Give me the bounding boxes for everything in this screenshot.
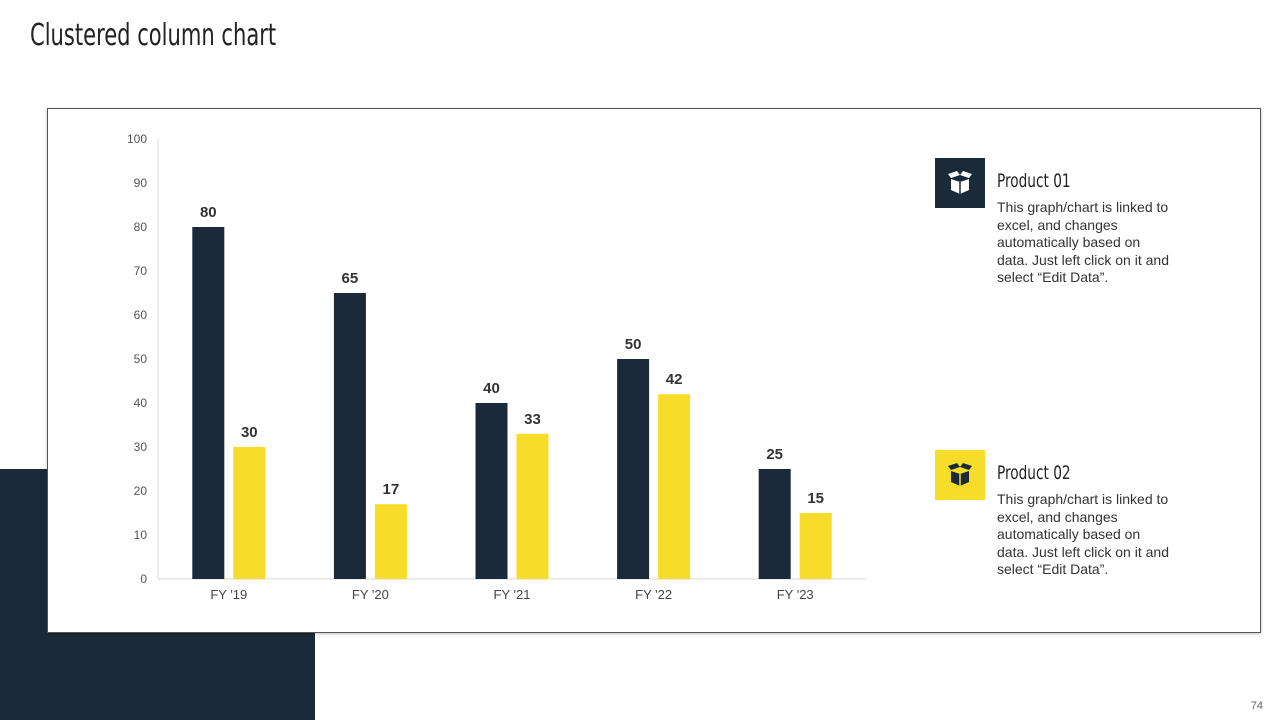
- data-label: 50: [625, 336, 642, 353]
- x-tick-label: FY '21: [494, 587, 531, 602]
- bar: [758, 469, 791, 579]
- y-tick-label: 90: [134, 176, 148, 190]
- y-tick-label: 40: [134, 396, 148, 410]
- data-label: 30: [241, 424, 258, 441]
- bar: [192, 227, 225, 579]
- legend-title: Product 02: [997, 462, 1071, 484]
- legend-description: This graph/chart is linked to excel, and…: [997, 491, 1169, 577]
- y-tick-label: 50: [134, 352, 148, 366]
- x-tick-label: FY '23: [777, 587, 814, 602]
- data-label: 33: [524, 411, 541, 428]
- data-label: 42: [666, 371, 683, 388]
- y-tick-label: 10: [134, 528, 148, 542]
- slide-title: Clustered column chart: [30, 18, 277, 53]
- data-label: 25: [766, 446, 783, 463]
- page-number: 74: [1250, 700, 1263, 712]
- y-tick-label: 60: [134, 308, 148, 322]
- open-box-icon: [935, 158, 985, 208]
- data-label: 15: [807, 490, 824, 507]
- y-tick-label: 30: [134, 440, 148, 454]
- data-label: 80: [200, 204, 217, 221]
- legend-description: This graph/chart is linked to excel, and…: [997, 199, 1169, 285]
- bar: [233, 447, 266, 579]
- legend-title: Product 01: [997, 170, 1071, 192]
- chart-panel: 0 10 20 30 40 50 60 70 80 90 100 80 30 FY '19 65 17 FY '…: [47, 108, 1261, 633]
- clustered-column-chart[interactable]: 0 10 20 30 40 50 60 70 80 90 100 80 30 FY '19 65 17 FY '…: [48, 109, 928, 632]
- bar: [799, 513, 832, 579]
- bar: [374, 504, 407, 579]
- open-box-icon: [935, 450, 985, 500]
- y-tick-label: 70: [134, 264, 148, 278]
- y-tick-label: 80: [134, 220, 148, 234]
- y-tick-label: 20: [134, 484, 148, 498]
- data-label: 17: [383, 481, 400, 498]
- data-label: 65: [342, 270, 359, 287]
- bar: [516, 433, 549, 579]
- x-tick-label: FY '20: [352, 587, 389, 602]
- x-tick-label: FY '22: [635, 587, 672, 602]
- bar: [617, 359, 650, 579]
- data-label: 40: [483, 380, 500, 397]
- bar: [333, 293, 366, 579]
- x-tick-label: FY '19: [210, 587, 247, 602]
- y-tick-label: 0: [140, 572, 147, 586]
- bar: [658, 394, 691, 579]
- y-tick-label: 100: [127, 132, 147, 146]
- bar: [475, 403, 508, 579]
